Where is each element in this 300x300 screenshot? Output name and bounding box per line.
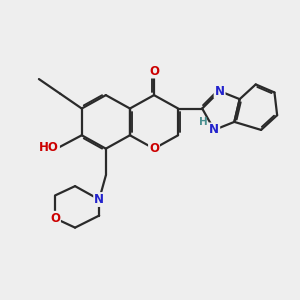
- Text: HO: HO: [39, 141, 59, 154]
- Text: N: N: [214, 85, 225, 98]
- Text: N: N: [94, 193, 104, 206]
- Text: O: O: [50, 212, 60, 225]
- Text: H: H: [199, 117, 207, 128]
- Text: O: O: [149, 64, 159, 77]
- Text: O: O: [149, 142, 159, 155]
- Text: N: N: [209, 123, 219, 136]
